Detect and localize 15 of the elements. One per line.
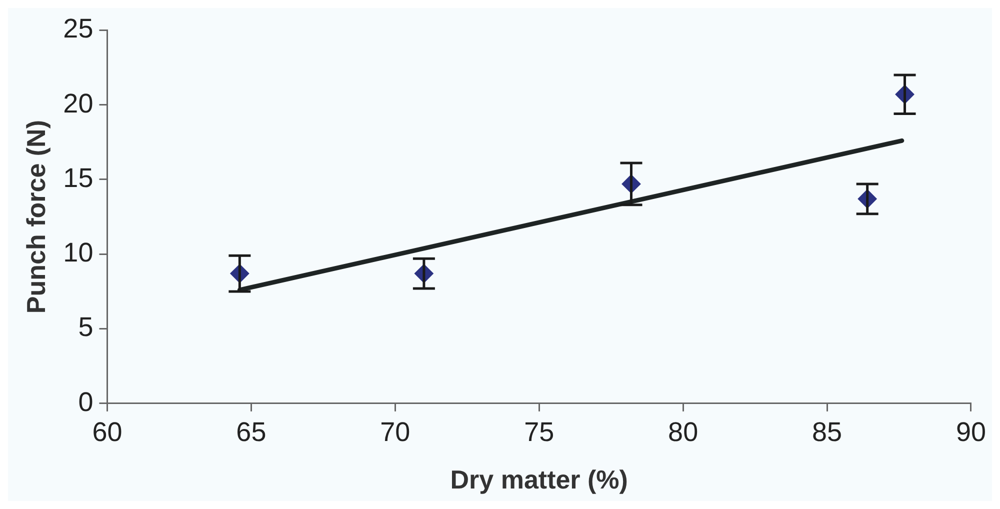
y-tick-label: 5 — [78, 312, 94, 342]
y-axis-title: Punch force (N) — [20, 120, 51, 314]
x-tick-label: 70 — [380, 417, 410, 448]
x-tick-label: 80 — [668, 417, 698, 448]
y-tick-label: 10 — [63, 238, 94, 268]
y-tick-label: 0 — [78, 386, 94, 417]
y-tick-label: 25 — [63, 14, 94, 44]
x-tick-label: 65 — [236, 417, 266, 448]
y-tick-label: 15 — [63, 162, 94, 193]
x-tick-label: 75 — [524, 417, 554, 448]
x-tick-label: 90 — [956, 417, 986, 448]
x-tick-label: 60 — [92, 417, 122, 448]
x-tick-label: 85 — [812, 417, 842, 448]
x-axis-title: Dry matter (%) — [450, 464, 628, 495]
y-tick-label: 20 — [63, 88, 94, 118]
